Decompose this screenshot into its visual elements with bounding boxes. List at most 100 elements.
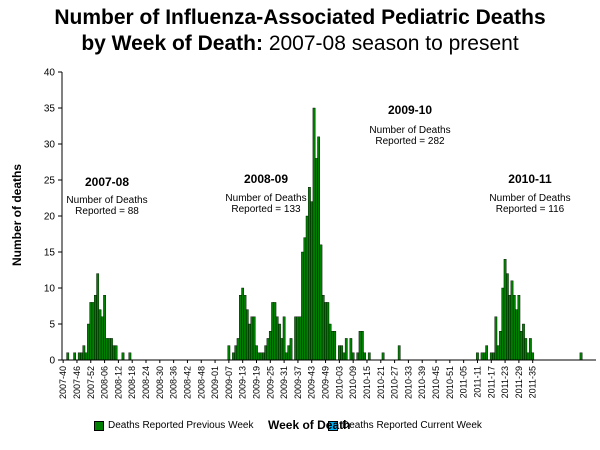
x-tick-label: 2008-18 bbox=[127, 366, 137, 399]
bar bbox=[80, 352, 83, 361]
bar bbox=[522, 323, 525, 361]
bar bbox=[259, 352, 263, 361]
bar bbox=[485, 345, 489, 361]
annotation-text-line1: Number of Deaths bbox=[66, 195, 147, 206]
chart-title-line2-bold: by Week of Death: bbox=[81, 32, 263, 55]
bar bbox=[312, 107, 316, 361]
x-tick-label: 2011-35 bbox=[528, 366, 538, 398]
x-tick-label: 2010-27 bbox=[390, 366, 400, 399]
x-tick-label: 2010-03 bbox=[334, 366, 344, 399]
x-tick-label: 2009-01 bbox=[210, 366, 220, 399]
chart-title-line1: Number of Influenza-Associated Pediatric… bbox=[54, 6, 546, 29]
bar bbox=[529, 338, 532, 361]
y-tick-label: 0 bbox=[49, 356, 55, 367]
y-tick-label: 30 bbox=[44, 140, 56, 151]
x-tick-label: 2009-13 bbox=[238, 366, 248, 399]
y-tick-label: 25 bbox=[44, 176, 56, 187]
annotation-text-line2: Reported = 133 bbox=[231, 204, 301, 215]
bar bbox=[321, 295, 325, 361]
x-tick-label: 2009-07 bbox=[224, 366, 234, 399]
x-tick-label: 2008-48 bbox=[196, 366, 206, 399]
annotation-text-line1: Number of Deaths bbox=[225, 193, 306, 204]
annotation-season: 2007-08 bbox=[85, 175, 129, 189]
bars-group bbox=[66, 107, 583, 361]
bar bbox=[305, 215, 309, 361]
y-tick-label: 15 bbox=[44, 248, 56, 259]
bar bbox=[287, 345, 291, 361]
bar bbox=[294, 316, 297, 361]
bar bbox=[91, 302, 95, 361]
legend-label-current: Deaths Reported Current Week bbox=[342, 420, 482, 431]
bar bbox=[524, 338, 528, 361]
x-tick-label: 2011-23 bbox=[500, 366, 510, 398]
bar bbox=[342, 352, 346, 361]
bar bbox=[531, 352, 535, 361]
bar bbox=[319, 244, 323, 361]
x-tick-label: 2010-33 bbox=[403, 366, 413, 399]
bar bbox=[241, 287, 245, 361]
bar bbox=[262, 352, 265, 361]
bar bbox=[526, 352, 530, 361]
chart-title-line2: by Week of Death: 2007-08 season to pres… bbox=[0, 32, 600, 56]
x-tick-label: 2010-51 bbox=[445, 366, 455, 399]
x-tick-label: 2011-11 bbox=[472, 366, 482, 398]
bar bbox=[255, 345, 258, 361]
bar bbox=[289, 338, 293, 361]
bar bbox=[317, 136, 320, 361]
bar bbox=[397, 345, 401, 361]
bar bbox=[234, 345, 238, 361]
bar bbox=[110, 338, 113, 361]
bar bbox=[264, 345, 268, 361]
x-tick-label: 2009-19 bbox=[251, 366, 261, 399]
bar bbox=[82, 345, 86, 361]
bar bbox=[89, 302, 93, 361]
bar bbox=[278, 323, 281, 361]
bar bbox=[105, 338, 109, 361]
bar bbox=[344, 338, 348, 361]
bar bbox=[268, 331, 272, 361]
bar bbox=[271, 302, 274, 361]
bar bbox=[331, 331, 334, 361]
bar bbox=[515, 309, 518, 361]
annotation-season: 2010-11 bbox=[508, 172, 552, 186]
bar bbox=[298, 316, 302, 361]
bar bbox=[301, 251, 304, 361]
annotation-season: 2008-09 bbox=[244, 172, 288, 186]
bar bbox=[285, 352, 288, 361]
x-tick-label: 2008-30 bbox=[155, 366, 165, 399]
bar bbox=[121, 352, 125, 361]
legend-swatch-previous bbox=[94, 421, 104, 431]
bar bbox=[579, 352, 583, 361]
x-tick-label: 2011-05 bbox=[459, 366, 469, 398]
bar bbox=[349, 338, 353, 361]
y-ticks-group: 0 5 10 15 20 25 30 35 40 bbox=[44, 68, 62, 367]
annotation-text-line1: Number of Deaths bbox=[489, 193, 570, 204]
bar bbox=[499, 331, 502, 361]
bar bbox=[303, 237, 307, 361]
bar bbox=[282, 316, 286, 361]
y-tick-label: 35 bbox=[44, 104, 56, 115]
legend: Deaths Reported Previous Week Deaths Rep… bbox=[88, 413, 488, 439]
y-tick-label: 5 bbox=[49, 320, 55, 331]
bar bbox=[273, 302, 277, 361]
bar bbox=[512, 295, 516, 361]
x-tick-label: 2009-37 bbox=[293, 366, 303, 399]
x-tick-label: 2010-21 bbox=[376, 366, 386, 399]
bar bbox=[508, 295, 512, 361]
y-axis-label: Number of deaths bbox=[10, 164, 24, 266]
bar bbox=[476, 352, 479, 361]
bar bbox=[96, 273, 100, 361]
bar bbox=[94, 295, 97, 361]
bar bbox=[480, 352, 484, 361]
bar bbox=[483, 352, 486, 361]
bar bbox=[501, 287, 505, 361]
bar bbox=[266, 338, 270, 361]
bar bbox=[73, 352, 77, 361]
bar bbox=[66, 352, 70, 361]
bar bbox=[506, 273, 509, 361]
bar bbox=[351, 352, 355, 361]
bar bbox=[510, 280, 514, 361]
x-tick-label: 2010-45 bbox=[431, 366, 441, 399]
bar bbox=[367, 352, 371, 361]
